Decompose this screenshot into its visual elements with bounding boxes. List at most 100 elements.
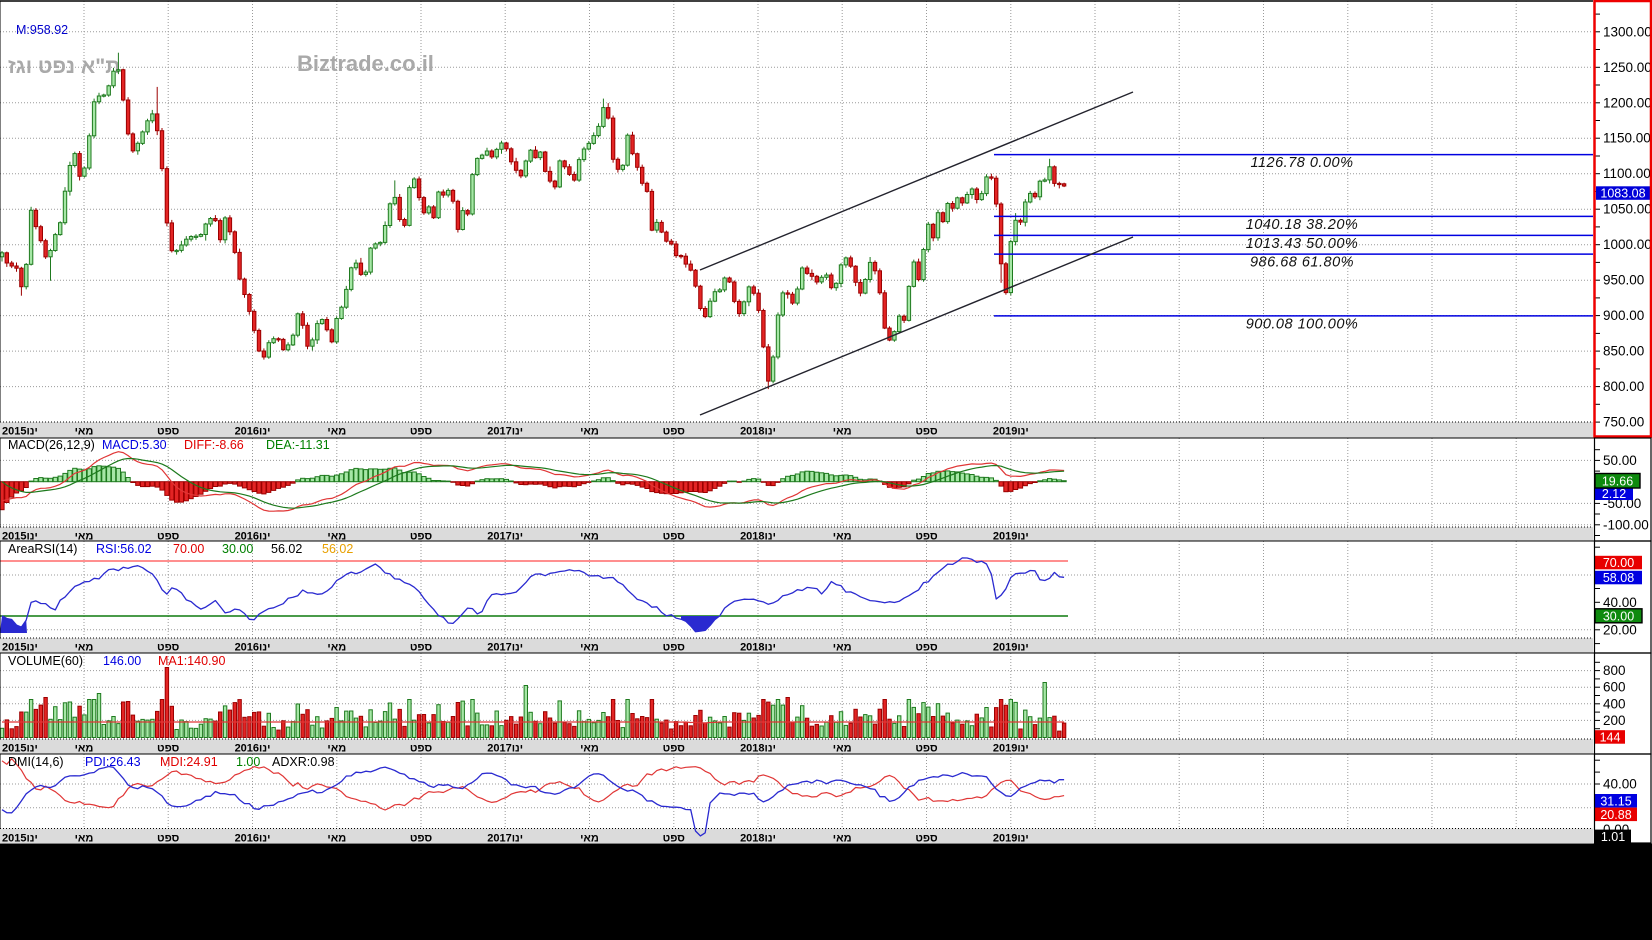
svg-text:ספט: ספט: [915, 425, 938, 437]
svg-text:מאי: מאי: [833, 530, 852, 542]
svg-text:MACD(26,12,9): MACD(26,12,9): [8, 438, 95, 452]
svg-text:MA1:140.90: MA1:140.90: [158, 654, 225, 668]
svg-text:2016ינו: 2016ינו: [235, 832, 271, 844]
svg-text:AreaRSI(14): AreaRSI(14): [8, 542, 77, 556]
svg-text:2015ינו: 2015ינו: [2, 530, 38, 542]
svg-text:ספט: ספט: [410, 530, 433, 542]
svg-text:ספט: ספט: [410, 425, 433, 437]
svg-text:950.00: 950.00: [1603, 273, 1644, 288]
svg-text:30.00: 30.00: [222, 542, 253, 556]
svg-text:ספט: ספט: [157, 832, 180, 844]
svg-text:2016ינו: 2016ינו: [235, 742, 271, 754]
svg-text:1013.43 50.00%: 1013.43 50.00%: [1246, 236, 1359, 252]
svg-text:M:958.92: M:958.92: [16, 23, 68, 37]
svg-text:ספט: ספט: [663, 832, 686, 844]
svg-text:מאי: מאי: [327, 425, 346, 437]
svg-text:2019ינו: 2019ינו: [993, 742, 1029, 754]
svg-text:1300.00: 1300.00: [1603, 24, 1652, 39]
svg-text:1.01: 1.01: [1601, 830, 1625, 844]
svg-text:2019ינו: 2019ינו: [993, 425, 1029, 437]
svg-text:VOLUME(60): VOLUME(60): [8, 654, 83, 668]
svg-text:70.00: 70.00: [1603, 556, 1634, 570]
svg-text:2015ינו: 2015ינו: [2, 742, 38, 754]
svg-text:400: 400: [1603, 696, 1626, 711]
svg-text:144: 144: [1600, 731, 1621, 745]
svg-text:70.00: 70.00: [173, 542, 204, 556]
svg-text:900.00: 900.00: [1603, 308, 1644, 323]
svg-text:40.00: 40.00: [1603, 777, 1637, 792]
svg-text:ספט: ספט: [410, 641, 433, 653]
svg-text:1000.00: 1000.00: [1603, 237, 1652, 252]
svg-text:ספט: ספט: [410, 742, 433, 754]
svg-text:2017ינו: 2017ינו: [487, 425, 523, 437]
svg-text:2015ינו: 2015ינו: [2, 832, 38, 844]
svg-text:2015ינו: 2015ינו: [2, 425, 38, 437]
svg-text:ספט: ספט: [915, 742, 938, 754]
svg-text:50.00: 50.00: [1603, 453, 1637, 468]
svg-text:1.00: 1.00: [236, 755, 260, 769]
svg-text:1150.00: 1150.00: [1603, 131, 1651, 146]
svg-text:2018ינו: 2018ינו: [740, 742, 776, 754]
svg-text:2019ינו: 2019ינו: [993, 641, 1029, 653]
svg-text:ספט: ספט: [663, 742, 686, 754]
svg-text:ספט: ספט: [157, 530, 180, 542]
svg-text:מאי: מאי: [580, 641, 599, 653]
svg-text:מאי: מאי: [75, 832, 94, 844]
svg-text:MDI:24.91: MDI:24.91: [160, 755, 218, 769]
svg-text:ADXR:0.98: ADXR:0.98: [272, 755, 335, 769]
svg-text:600: 600: [1603, 680, 1626, 695]
svg-text:986.68 61.80%: 986.68 61.80%: [1250, 255, 1354, 271]
svg-text:1040.18 38.20%: 1040.18 38.20%: [1246, 217, 1359, 233]
svg-text:2019ינו: 2019ינו: [993, 832, 1029, 844]
svg-text:2016ינו: 2016ינו: [235, 641, 271, 653]
svg-text:1083.08: 1083.08: [1600, 187, 1645, 201]
svg-text:2015ינו: 2015ינו: [2, 641, 38, 653]
svg-text:2019ינו: 2019ינו: [993, 530, 1029, 542]
svg-text:MACD:5.30: MACD:5.30: [102, 438, 167, 452]
svg-text:56.02: 56.02: [322, 542, 353, 556]
svg-text:850.00: 850.00: [1603, 344, 1644, 359]
svg-text:DMI(14,6): DMI(14,6): [8, 755, 64, 769]
svg-text:20.88: 20.88: [1600, 808, 1631, 822]
svg-text:19.66: 19.66: [1602, 474, 1633, 488]
svg-text:ספט: ספט: [410, 832, 433, 844]
svg-text:ספט: ספט: [157, 742, 180, 754]
svg-text:ספט: ספט: [915, 530, 938, 542]
svg-text:ספט: ספט: [157, 641, 180, 653]
svg-text:DEA:-11.31: DEA:-11.31: [266, 438, 330, 452]
svg-text:מאי: מאי: [580, 832, 599, 844]
svg-text:1250.00: 1250.00: [1603, 60, 1652, 75]
svg-text:1126.78 0.00%: 1126.78 0.00%: [1251, 155, 1354, 171]
svg-text:2018ינו: 2018ינו: [740, 425, 776, 437]
svg-text:2.12: 2.12: [1602, 487, 1626, 501]
svg-text:800.00: 800.00: [1603, 379, 1644, 394]
svg-text:1050.00: 1050.00: [1603, 202, 1652, 217]
svg-text:ספט: ספט: [915, 641, 938, 653]
svg-text:מאי: מאי: [580, 742, 599, 754]
svg-text:2017ינו: 2017ינו: [487, 641, 523, 653]
svg-text:2018ינו: 2018ינו: [740, 641, 776, 653]
svg-text:DIFF:-8.66: DIFF:-8.66: [184, 438, 244, 452]
svg-text:1200.00: 1200.00: [1603, 95, 1652, 110]
svg-text:ספט: ספט: [663, 425, 686, 437]
svg-text:מאי: מאי: [580, 530, 599, 542]
svg-text:2017ינו: 2017ינו: [487, 742, 523, 754]
svg-text:ת"א נפט וגז: ת"א נפט וגז: [8, 55, 120, 78]
svg-text:40.00: 40.00: [1603, 595, 1637, 610]
svg-text:2017ינו: 2017ינו: [487, 832, 523, 844]
svg-text:146.00: 146.00: [103, 654, 141, 668]
svg-text:2017ינו: 2017ינו: [487, 530, 523, 542]
svg-text:56.02: 56.02: [271, 542, 302, 556]
svg-text:מאי: מאי: [75, 742, 94, 754]
svg-text:מאי: מאי: [833, 832, 852, 844]
svg-text:מאי: מאי: [75, 641, 94, 653]
svg-text:מאי: מאי: [833, 742, 852, 754]
svg-text:20.00: 20.00: [1603, 622, 1637, 637]
svg-text:2016ינו: 2016ינו: [235, 425, 271, 437]
svg-text:1100.00: 1100.00: [1603, 166, 1651, 181]
svg-text:PDI:26.43: PDI:26.43: [85, 755, 141, 769]
svg-text:מאי: מאי: [75, 530, 94, 542]
svg-text:RSI:56.02: RSI:56.02: [96, 542, 152, 556]
svg-text:ספט: ספט: [663, 530, 686, 542]
svg-text:מאי: מאי: [580, 425, 599, 437]
